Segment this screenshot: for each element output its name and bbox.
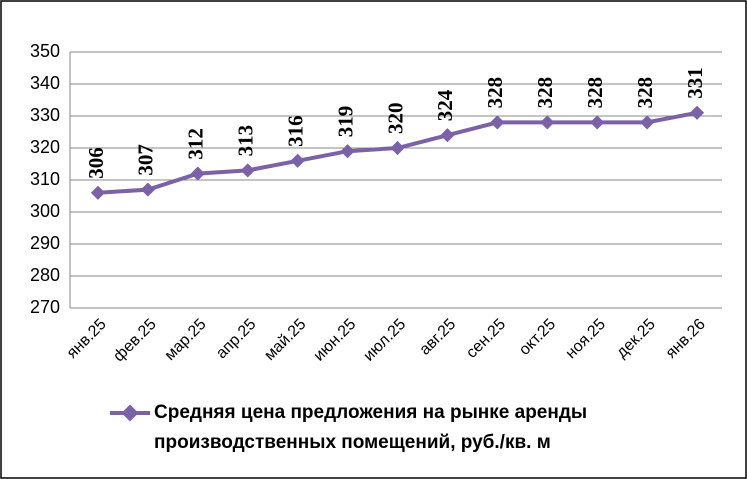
point [140,182,155,197]
point [590,115,605,130]
point [440,128,455,143]
legend: Средняя цена предложения на рынке аренды… [108,398,674,458]
point [390,140,405,156]
y-tick-label: 330 [30,105,60,125]
data-label: 307 [134,144,158,176]
y-tick-label: 350 [30,41,60,61]
data-label: 324 [433,89,457,121]
data-label: 319 [333,106,357,138]
y-tick-label: 290 [30,233,60,253]
data-label: 312 [184,128,208,160]
data-label: 328 [583,77,607,109]
data-label: 320 [383,103,407,135]
y-tick-label: 300 [30,201,60,221]
point [640,115,655,130]
data-label: 306 [84,147,108,179]
legend-dot [121,404,139,422]
point [240,163,255,178]
data-label: 328 [533,77,557,109]
point [689,105,705,120]
y-tick-label: 340 [30,73,60,93]
point [290,153,305,168]
data-label: 328 [633,77,657,109]
data-label: 328 [483,77,507,109]
y-tick-label: 270 [30,297,60,317]
y-tick-label: 310 [30,169,60,189]
data-label: 316 [283,115,307,147]
y-tick-label: 320 [30,137,60,157]
point [490,115,505,130]
legend-label: Средняя цена предложения на рынке аренды… [154,402,588,453]
data-label: 331 [683,67,707,99]
data-label: 313 [234,125,258,157]
point [190,166,205,181]
point [540,115,555,130]
y-tick-label: 280 [30,265,60,285]
point [340,144,355,159]
legend-marker [110,404,150,422]
